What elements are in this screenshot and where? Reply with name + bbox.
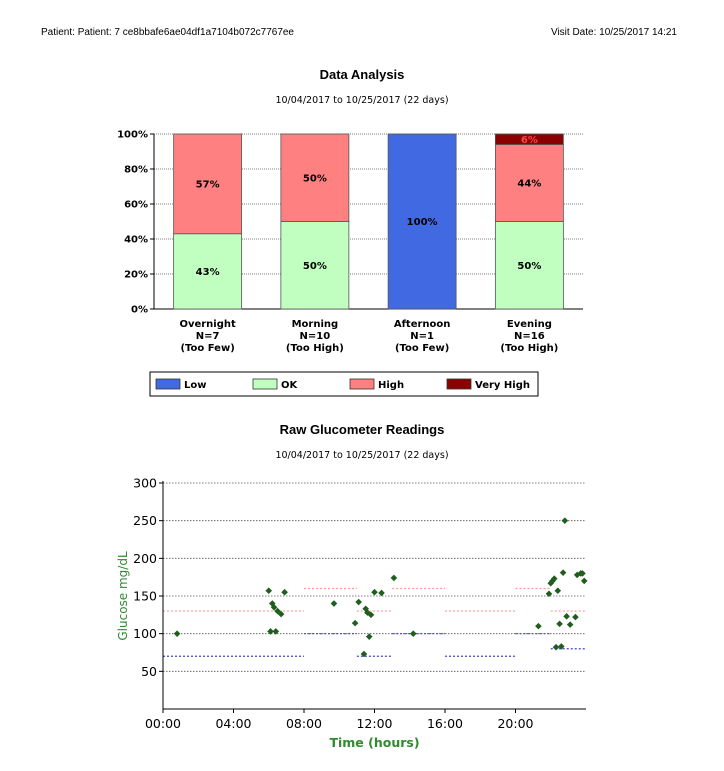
reading-point (554, 587, 562, 595)
reading-point (173, 630, 181, 637)
reading-point (390, 574, 398, 582)
reading-point (265, 587, 273, 595)
patient-header: Patient: Patient: 7 ce8bbafe6ae04df1a710… (41, 27, 294, 38)
bar-chart-subtitle: 10/04/2017 to 10/25/2017 (22 days) (275, 95, 449, 106)
y-tick-label: 250 (133, 513, 157, 528)
y-tick-label: 20% (124, 270, 148, 281)
y-tick-label: 50 (141, 664, 157, 679)
y-tick-label: 150 (133, 589, 157, 604)
legend-swatch-ok (252, 378, 278, 390)
category-label: Afternoon (394, 319, 451, 330)
reading-point (566, 621, 574, 628)
bar-data-label: 50% (517, 261, 541, 272)
legend (149, 371, 539, 397)
y-tick-label: 40% (124, 235, 148, 246)
category-count: N=16 (514, 331, 545, 342)
y-tick-label: 60% (124, 200, 148, 211)
bar-segment-high (173, 133, 243, 235)
category-status: (Too High) (500, 343, 558, 354)
reading-point (270, 604, 278, 611)
x-tick-label: 12:00 (356, 716, 392, 731)
reading-point (277, 610, 285, 618)
y-tick-label: 80% (124, 165, 148, 176)
visit-date: Visit Date: 10/25/2017 14:21 (550, 27, 677, 38)
reading-point (572, 613, 579, 621)
reading-point (378, 589, 385, 597)
legend-label: OK (281, 380, 299, 391)
category-label: Morning (292, 319, 339, 330)
category-status: (Too Few) (180, 343, 234, 354)
y-tick-label: 100% (117, 130, 148, 141)
y-tick-label: 100 (133, 626, 157, 641)
reading-point (556, 620, 563, 628)
y-tick-label: 0% (131, 305, 148, 316)
y-tick-label: 300 (133, 476, 157, 491)
x-tick-label: 20:00 (497, 716, 533, 731)
legend-label: Very High (475, 380, 530, 391)
x-tick-label: 00:00 (145, 716, 181, 731)
bar-data-label: 100% (407, 217, 438, 228)
legend-swatch-very-high (446, 378, 472, 390)
reading-point (267, 628, 274, 635)
reading-point (547, 579, 555, 587)
legend-swatch-low (155, 378, 181, 390)
legend-label: Low (184, 380, 206, 391)
scatter-chart: 50 100 150 200 250 300 00:00 04:00 08:00 12:00 16:… (116, 476, 588, 750)
reading-point (558, 643, 565, 650)
category-label: Overnight (179, 319, 236, 330)
bar-data-label: 50% (303, 173, 327, 184)
bar-data-label: 57% (196, 179, 220, 190)
reading-point (281, 588, 288, 596)
reading-point (274, 607, 281, 615)
reading-point (360, 650, 368, 658)
reading-point (580, 577, 588, 585)
reading-point (371, 588, 378, 596)
reading-point (362, 605, 369, 613)
reading-point (552, 643, 560, 651)
category-status: (Too Few) (395, 343, 449, 354)
scatter-chart-subtitle: 10/04/2017 to 10/25/2017 (22 days) (275, 450, 449, 461)
bar-segment-very-high (494, 133, 564, 145)
bar-segment-ok (280, 221, 350, 310)
reading-point (364, 609, 371, 616)
category-count: N=7 (196, 331, 220, 342)
bar-segment-low (387, 133, 457, 310)
reading-point (535, 622, 542, 630)
legend-swatch-high (349, 378, 375, 390)
x-axis-title: Time (hours) (329, 735, 419, 750)
reading-point (563, 613, 570, 620)
reading-point (367, 611, 375, 619)
legend-label: High (378, 380, 404, 391)
category-status: (Too High) (286, 343, 344, 354)
reading-point (409, 630, 417, 637)
reading-point (579, 570, 586, 577)
category-count: N=10 (300, 331, 331, 342)
bar-data-label: 6% (521, 135, 538, 146)
reading-point (559, 569, 567, 576)
bar-segment-high (494, 144, 564, 222)
category-count: N=1 (410, 331, 434, 342)
bar-data-label: 44% (517, 179, 541, 190)
reading-point (272, 628, 280, 635)
category-label: Evening (507, 319, 552, 330)
reading-point (573, 571, 581, 579)
bar-chart-title: Data Analysis (319, 67, 405, 82)
bar-segment-ok (494, 221, 564, 310)
bar-data-label: 50% (303, 261, 327, 272)
y-axis-title: Glucose mg/dL (116, 551, 130, 641)
reading-point (355, 598, 362, 606)
reading-point (351, 619, 359, 627)
x-tick-label: 16:00 (427, 716, 463, 731)
reading-point (365, 633, 373, 640)
x-tick-label: 04:00 (215, 716, 251, 731)
bar-chart: 0%20%40%60%80%100%43%57%OvernightN=7(Too… (117, 130, 583, 397)
scatter-chart-title: Raw Glucometer Readings (279, 422, 445, 437)
x-tick-label: 08:00 (286, 716, 322, 731)
reading-point (330, 600, 338, 607)
bar-segment-high (280, 133, 350, 222)
y-tick-label: 200 (133, 551, 157, 566)
bar-data-label: 43% (196, 267, 220, 278)
reading-point (561, 517, 569, 524)
